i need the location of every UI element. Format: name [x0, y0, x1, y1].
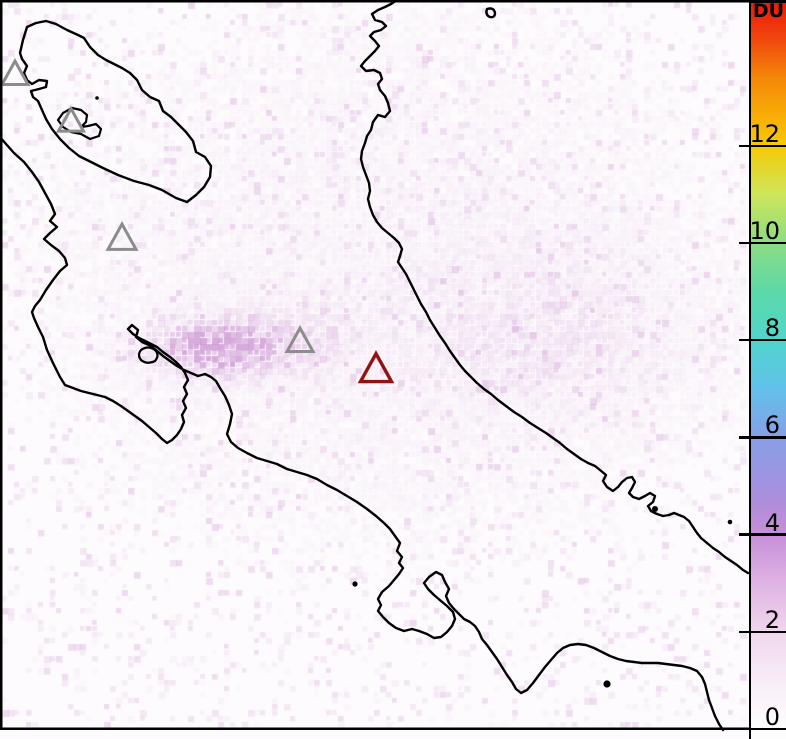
colorbar-tick-dash: [739, 339, 751, 342]
volcano-marker-icon: [105, 221, 139, 251]
colorbar-tick-dash: [739, 533, 751, 536]
colorbar: DU 0 2 4 6 8 10 12: [739, 0, 786, 739]
map-frame: [0, 0, 749, 730]
erupting-volcano-marker-icon: [357, 350, 395, 384]
colorbar-top-border: [751, 0, 786, 3]
colorbar-tick-label: 4: [764, 508, 780, 537]
colorbar-tick-dash: [739, 630, 751, 633]
colorbar-tick-label: 0: [764, 703, 780, 731]
colorbar-tick: [751, 241, 786, 245]
colorbar-tick: [751, 727, 786, 731]
coastline-map: [0, 0, 750, 732]
colorbar-tick-dash: [739, 241, 751, 245]
coastline-east-coast-mainland: [359, 0, 750, 575]
coastline-island-lake: [56, 106, 103, 141]
coastline-west-coast-mainland: [0, 135, 725, 732]
coastline-island-northwest: [18, 19, 213, 204]
islet: [352, 581, 358, 587]
islet: [727, 519, 733, 525]
colorbar-tick-label: 2: [764, 605, 780, 634]
colorbar-unit-label: DU: [752, 0, 785, 22]
islet: [95, 96, 99, 100]
islet: [652, 506, 658, 512]
colorbar-tick: [751, 533, 786, 536]
volcano-marker-icon: [0, 58, 31, 87]
colorbar-tick: [751, 144, 786, 147]
colorbar-tick-dash: [739, 436, 751, 439]
colorbar-tick-dash: [739, 727, 751, 731]
colorbar-tick: [751, 436, 786, 439]
colorbar-tick-label: 8: [764, 314, 780, 343]
volcano-marker-icon: [284, 325, 316, 354]
colorbar-tick-label: 6: [764, 411, 780, 440]
volcano-marker-icon: [55, 105, 87, 133]
colorbar-tick-dash: [739, 144, 751, 147]
colorbar-tick: [751, 630, 786, 633]
islet: [603, 680, 611, 688]
coastline-islet-north: [485, 7, 497, 19]
colorbar-tick-label: 12: [749, 119, 780, 148]
colorbar-tick: [751, 339, 786, 342]
coastline-coastal-lagoon: [137, 346, 159, 364]
colorbar-tick-label: 10: [749, 217, 780, 245]
so2-column-heatmap: [0, 0, 750, 739]
